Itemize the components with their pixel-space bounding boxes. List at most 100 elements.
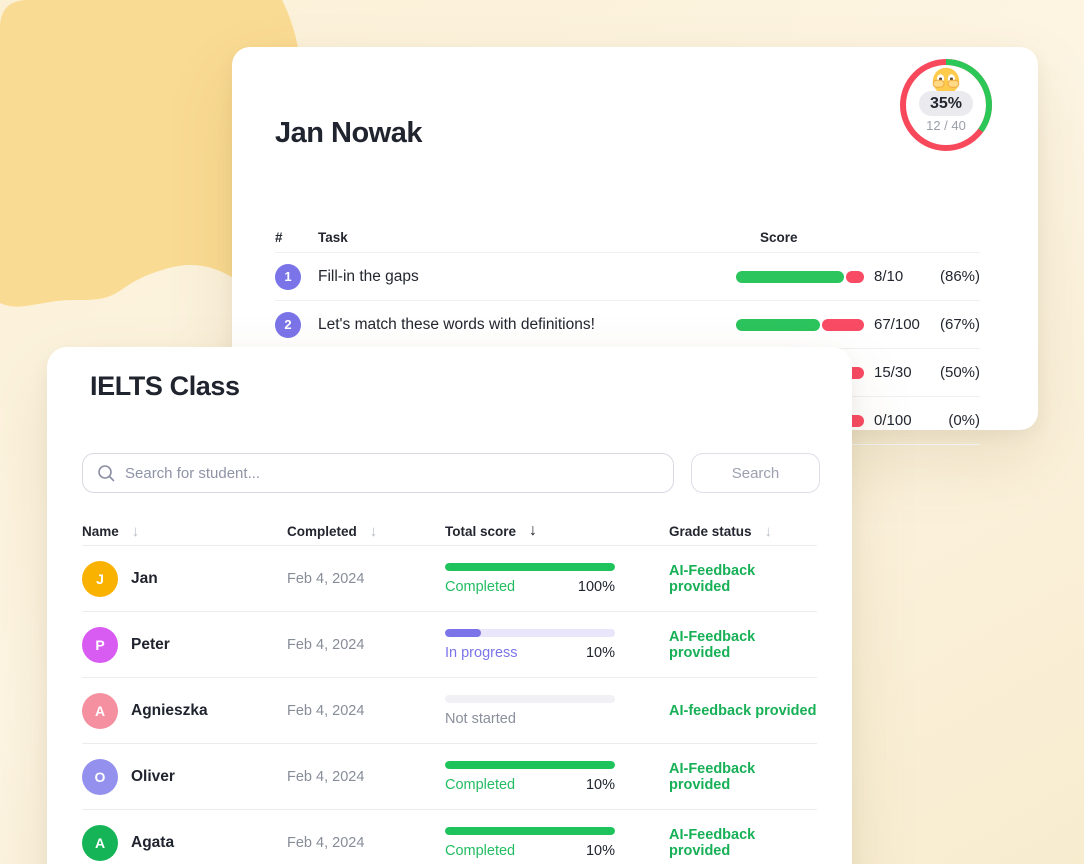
score-ring: 35% 12 / 40 (899, 58, 993, 152)
progress-percent: 10% (585, 776, 615, 793)
task-row[interactable]: 1 Fill-in the gaps 8/10 (86%) (275, 253, 980, 300)
background-blob (0, 0, 303, 307)
grade-status: AI-Feedback provided (669, 628, 756, 661)
task-title: Fill-in the gaps (318, 267, 419, 285)
score-value: 8/10 (874, 268, 904, 285)
divider (82, 743, 817, 744)
student-search-box[interactable] (82, 453, 674, 493)
total-score-cell: Completed 10% (445, 760, 615, 793)
grade-status: AI-Feedback provided (669, 760, 756, 793)
col-score: Score (760, 229, 798, 245)
student-name: Jan (131, 569, 158, 587)
column-header[interactable]: Grade status ↓ (669, 522, 773, 540)
student-row[interactable]: O Oliver Feb 4, 2024 Completed 10% AI-Fe… (82, 744, 817, 809)
score-value: 15/30 (874, 364, 912, 381)
divider (275, 252, 980, 253)
progress-status: Completed (445, 842, 516, 859)
score-percent: (0%) (948, 412, 980, 429)
students-table: Name ↓ Completed ↓ Total score ↓ Grade s… (82, 517, 817, 864)
face-peeking-through-hands-icon (932, 67, 960, 95)
sort-arrow-icon[interactable]: ↓ (369, 522, 378, 540)
task-number-badge: 2 (275, 311, 301, 338)
avatar: J (82, 560, 118, 597)
student-name: Oliver (131, 767, 175, 785)
search-button[interactable]: Search (691, 453, 820, 493)
divider (82, 545, 817, 546)
student-row[interactable]: P Peter Feb 4, 2024 In progress 10% AI-F… (82, 612, 817, 677)
total-score-cell: Not started (445, 694, 615, 727)
progress-status: Not started (445, 710, 516, 727)
divider (275, 300, 980, 301)
progress-labels: Completed 10% (445, 843, 615, 859)
task-title: Let's match these words with definitions… (318, 315, 595, 333)
sort-arrow-icon[interactable]: ↓ (131, 522, 140, 540)
divider (82, 809, 817, 810)
progress-track (445, 562, 615, 571)
score-bar (736, 270, 864, 283)
student-name: Agnieszka (131, 701, 208, 719)
progress-status: In progress (445, 644, 518, 661)
score-value: 67/100 (874, 316, 920, 333)
search-icon (98, 465, 115, 482)
student-row[interactable]: A Agnieszka Feb 4, 2024 Not started AI-f… (82, 678, 817, 743)
completed-date: Feb 4, 2024 (287, 636, 365, 653)
grade-status: AI-feedback provided (669, 702, 817, 719)
column-header[interactable]: Completed ↓ (287, 522, 378, 540)
column-header[interactable]: Name ↓ (82, 522, 140, 540)
completed-date: Feb 4, 2024 (287, 768, 365, 785)
total-score-cell: Completed 10% (445, 826, 615, 859)
sort-arrow-icon[interactable]: ↓ (764, 522, 773, 540)
col-index: # (275, 229, 283, 245)
avatar: P (82, 626, 118, 663)
avatar: A (82, 824, 118, 861)
progress-fill (445, 628, 481, 637)
score-bar-red (846, 270, 864, 283)
progress-fill (445, 562, 615, 571)
score-fraction: 12 / 40 (926, 118, 966, 133)
col-task: Task (318, 229, 348, 245)
progress-track (445, 628, 615, 637)
grade-status: AI-Feedback provided (669, 562, 756, 595)
score-value: 0/100 (874, 412, 912, 429)
total-score-cell: Completed 100% (445, 562, 615, 595)
progress-ring-icon (900, 59, 992, 151)
progress-labels: Not started (445, 711, 615, 727)
score-percent: (86%) (939, 268, 980, 285)
progress-track (445, 694, 615, 703)
progress-labels: Completed 100% (445, 579, 615, 595)
task-row[interactable]: 2 Let's match these words with definitio… (275, 301, 980, 348)
sort-arrow-icon[interactable]: ↓ (529, 522, 538, 539)
task-table-header: # Task Score (275, 222, 980, 252)
completed-date: Feb 4, 2024 (287, 702, 365, 719)
progress-status: Completed (445, 578, 516, 595)
progress-percent: 10% (585, 644, 615, 661)
task-number-badge: 1 (275, 263, 301, 290)
progress-track (445, 826, 615, 835)
progress-fill (445, 760, 615, 769)
progress-percent: 100% (577, 578, 615, 595)
score-bar-red (822, 318, 864, 331)
student-row[interactable]: A Agata Feb 4, 2024 Completed 10% AI-Fee… (82, 810, 817, 864)
score-bar-green (736, 270, 845, 283)
grade-status: AI-Feedback provided (669, 826, 756, 859)
score-bar-green (736, 318, 821, 331)
divider (82, 611, 817, 612)
divider (82, 677, 817, 678)
class-overview-card: IELTS Class Search Name ↓ Completed ↓ To… (47, 347, 852, 864)
search-input[interactable] (125, 464, 659, 482)
progress-labels: In progress 10% (445, 645, 615, 661)
student-row[interactable]: J Jan Feb 4, 2024 Completed 100% AI-Feed… (82, 546, 817, 611)
student-name: Peter (131, 635, 170, 653)
students-table-header: Name ↓ Completed ↓ Total score ↓ Grade s… (82, 517, 817, 545)
progress-fill (445, 826, 615, 835)
completed-date: Feb 4, 2024 (287, 570, 365, 587)
student-name: Agata (131, 833, 175, 851)
score-percent-badge: 35% (918, 91, 974, 116)
avatar: A (82, 692, 118, 729)
class-title: IELTS Class (90, 371, 240, 401)
column-header[interactable]: Total score ↓ (445, 522, 538, 539)
progress-track (445, 760, 615, 769)
score-percent: (50%) (939, 364, 980, 381)
progress-percent: 10% (585, 842, 615, 859)
score-bar (736, 318, 864, 331)
